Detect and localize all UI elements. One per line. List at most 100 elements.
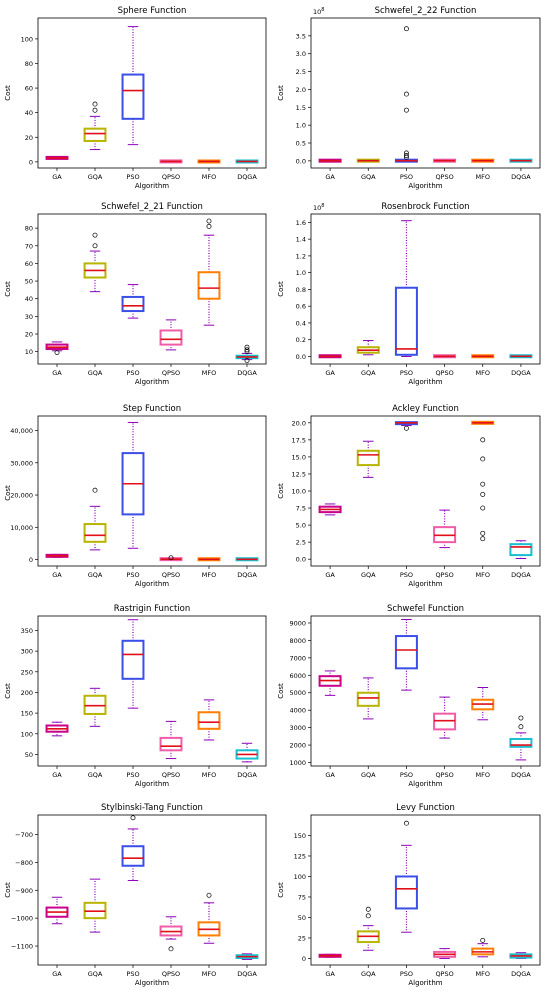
box-dqga — [509, 715, 533, 761]
y-tick-label: 125 — [294, 852, 306, 860]
box-iqr — [121, 845, 145, 867]
box-iqr — [197, 271, 221, 300]
y-axis-label: Cost — [4, 85, 12, 101]
box-mfo — [471, 687, 495, 721]
y-tick-label: 20 — [25, 331, 33, 339]
x-tick-label: PSO — [126, 571, 139, 579]
y-axis-label: Cost — [4, 485, 12, 501]
box-dqga — [235, 159, 259, 164]
box-iqr — [433, 712, 457, 731]
outlier-point — [403, 820, 409, 826]
y-tick-label: 0.0 — [296, 157, 306, 165]
x-tick-label: PSO — [126, 970, 139, 978]
x-tick-label: GA — [52, 173, 62, 181]
y-tick-label: 2.0 — [296, 86, 306, 94]
plot-frame — [310, 213, 541, 365]
x-tick-label: PSO — [400, 771, 413, 779]
y-tick-label: 5000 — [289, 689, 306, 697]
y-tick-label: 20 — [25, 134, 33, 142]
y-tick-label: 50 — [25, 751, 33, 759]
x-axis-label: Algorithm — [408, 378, 442, 386]
y-tick-label: 6000 — [289, 672, 306, 680]
y-tick-label: 12.5 — [292, 470, 306, 478]
x-tick-label: GQA — [88, 369, 103, 377]
y-tick-label: 30,000 — [10, 459, 33, 467]
y-tick-label: 0.6 — [296, 303, 306, 311]
x-tick-label: MFO — [202, 571, 216, 579]
chart-panel-3: Schwefel_2_21 Function 10 20 30 40 50 60 70 80 Co… — [4, 202, 267, 386]
outlier-point — [403, 150, 409, 156]
chart-panel-9: Stylbinski-Tang Function −1100 −1000 −900 −8… — [4, 803, 267, 987]
outlier-point — [365, 913, 371, 919]
x-tick-label: DQGA — [511, 970, 531, 978]
box-gqa — [83, 101, 107, 151]
x-tick-label: MFO — [202, 369, 216, 377]
y-tick-label: 1.6 — [296, 219, 306, 227]
plot-frame — [310, 415, 541, 567]
box-pso — [394, 220, 418, 357]
x-axis-label: Algorithm — [408, 979, 442, 987]
axis-exponent-label: 108 — [313, 203, 324, 212]
box-gqa — [356, 440, 380, 478]
box-qpso — [433, 158, 457, 163]
y-tick-label: 1000 — [289, 759, 306, 767]
box-qpso — [159, 720, 183, 760]
y-tick-label: 3.5 — [296, 32, 306, 40]
x-axis-label: Algorithm — [408, 580, 442, 588]
x-tick-label: QPSO — [162, 369, 180, 377]
box-iqr — [159, 736, 183, 752]
box-qpso — [159, 319, 183, 351]
y-tick-label: 150 — [294, 832, 306, 840]
box-ga — [45, 341, 69, 355]
y-tick-label: 50 — [25, 278, 33, 286]
outlier-point — [480, 536, 486, 542]
x-tick-label: GQA — [361, 771, 376, 779]
x-tick-label: DQGA — [511, 173, 531, 181]
box-iqr — [394, 635, 418, 670]
x-tick-label: QPSO — [162, 571, 180, 579]
y-tick-label: 1.5 — [296, 104, 306, 112]
plot-frame — [310, 17, 541, 169]
outlier-point — [403, 107, 409, 113]
outlier-point — [365, 906, 371, 912]
y-axis-label: Cost — [277, 882, 285, 898]
outlier-point — [480, 937, 486, 943]
box-ga — [318, 354, 342, 359]
box-iqr — [83, 127, 107, 142]
outlier-point — [403, 425, 409, 431]
chart-title: Schwefel Function — [387, 604, 464, 614]
x-tick-label: MFO — [476, 571, 490, 579]
axis-exponent-label: 108 — [313, 7, 324, 16]
outlier-point — [518, 715, 524, 721]
box-dqga — [235, 742, 259, 763]
outlier-point — [518, 724, 524, 730]
box-gqa — [83, 687, 107, 727]
x-tick-label: QPSO — [435, 970, 453, 978]
x-tick-label: DQGA — [237, 571, 257, 579]
y-axis-label: Cost — [4, 281, 12, 297]
box-ga — [45, 896, 69, 925]
outlier-point — [206, 223, 212, 229]
outlier-point — [92, 232, 98, 238]
box-iqr — [356, 691, 380, 707]
x-tick-label: GQA — [88, 771, 103, 779]
chart-title: Stylbinski-Tang Function — [101, 803, 203, 813]
chart-title: Sphere Function — [118, 6, 187, 16]
chart-panel-10: Levy Function 0 25 50 75 100 125 150 Cost GA GQA PS… — [277, 803, 541, 987]
box-iqr — [121, 73, 145, 120]
outlier-point — [92, 243, 98, 249]
box-qpso — [159, 159, 183, 164]
x-tick-label: DQGA — [511, 571, 531, 579]
y-tick-label: 80 — [25, 225, 33, 233]
box-iqr — [509, 737, 533, 748]
x-tick-label: MFO — [476, 970, 490, 978]
box-gqa — [356, 158, 380, 163]
outlier-point — [480, 530, 486, 536]
y-tick-label: 4000 — [289, 707, 306, 715]
box-iqr — [197, 711, 221, 730]
y-tick-label: −1000 — [11, 915, 33, 923]
x-tick-label: GA — [52, 369, 62, 377]
y-tick-label: 10.0 — [292, 488, 306, 496]
plot-frame — [37, 17, 267, 169]
box-pso — [121, 421, 145, 549]
